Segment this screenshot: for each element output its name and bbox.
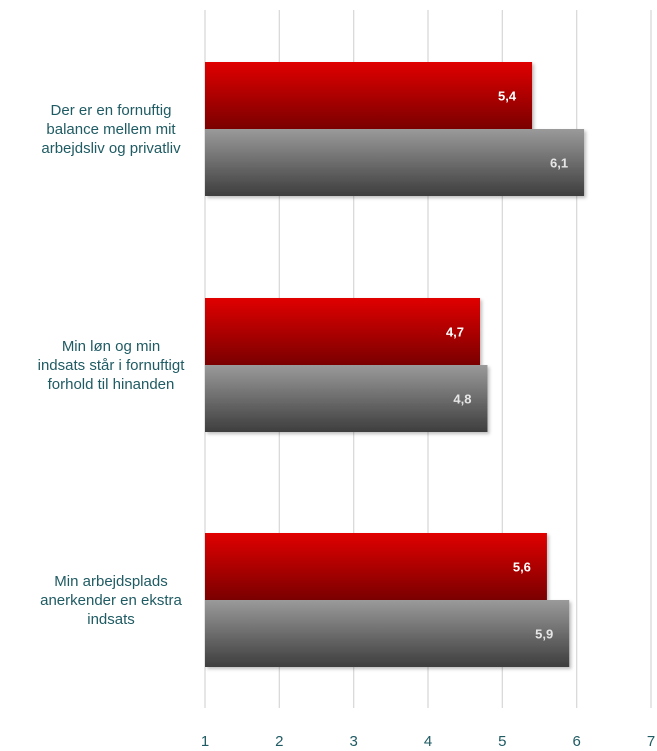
- x-axis-ticks: 1 2 3 4 5 6 7: [201, 733, 655, 750]
- bar-s2-c1: [205, 129, 585, 196]
- x-tick-label-1: 1: [201, 733, 209, 750]
- category-labels: Der er en fornuftig balance mellem mit arb…: [38, 102, 186, 628]
- category-label-3: Min arbejdsplads anerkender en ekstra inds…: [40, 573, 182, 628]
- bar-s1-c2: [205, 298, 481, 365]
- data-label-s1-c2: 4,7: [446, 325, 464, 340]
- x-tick-label-5: 5: [498, 733, 506, 750]
- bars: 5,4 6,1 4,7 4,8 5,6 5,9: [205, 62, 585, 667]
- x-tick-label-3: 3: [349, 733, 357, 750]
- data-label-s1-c3: 5,6: [513, 560, 531, 575]
- data-label-s1-c1: 5,4: [498, 89, 517, 104]
- data-label-s2-c3: 5,9: [535, 627, 553, 642]
- x-tick-label-4: 4: [424, 733, 432, 750]
- data-label-s2-c2: 4,8: [453, 392, 471, 407]
- x-tick-label-7: 7: [647, 733, 655, 750]
- data-label-s2-c1: 6,1: [550, 156, 568, 171]
- bar-s2-c2: [205, 365, 488, 432]
- category-label-2: Min løn og min indsats står i fornuftigt f…: [38, 338, 186, 393]
- category-label-1: Der er en fornuftig balance mellem mit arb…: [41, 102, 181, 157]
- x-tick-label-2: 2: [275, 733, 283, 750]
- bar-s2-c3: [205, 600, 570, 667]
- bar-s1-c1: [205, 62, 533, 129]
- bar-s1-c3: [205, 533, 547, 600]
- x-tick-label-6: 6: [572, 733, 580, 750]
